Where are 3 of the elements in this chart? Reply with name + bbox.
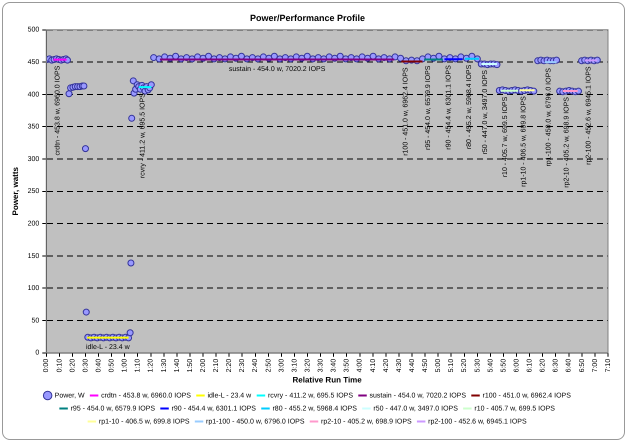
y-axis-title: Power, watts (11, 166, 20, 216)
x-axis-title: Relative Run Time (292, 375, 362, 384)
chart-title: Power/Performance Profile (250, 12, 366, 23)
